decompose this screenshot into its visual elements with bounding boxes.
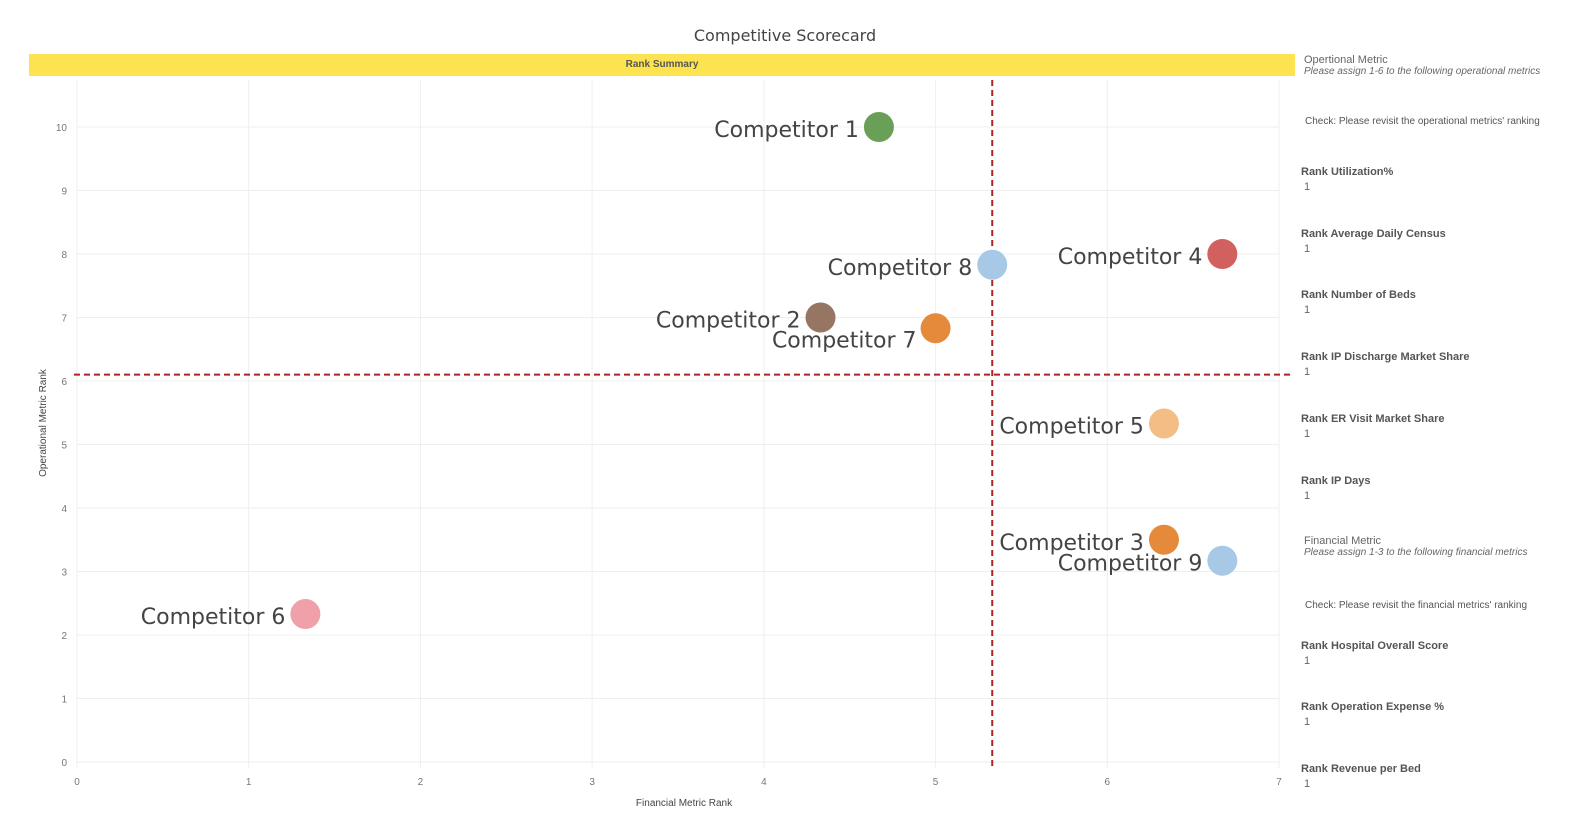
metric-value[interactable]: 1 — [1304, 778, 1311, 790]
point-label: Competitor 9 — [1058, 552, 1203, 577]
scatter-point — [1148, 524, 1179, 555]
chart-title: Competitive Scorecard — [693, 26, 877, 45]
metric-rank-ip-days[interactable]: Rank IP Days 1 — [1301, 474, 1567, 504]
metric-label: Rank IP Days — [1301, 475, 1371, 487]
y-tick-label: 8 — [61, 250, 67, 261]
metric-value[interactable]: 1 — [1304, 304, 1311, 316]
metric-rank-er-visit-market-share[interactable]: Rank ER Visit Market Share 1 — [1301, 412, 1567, 442]
financial-metric-instructions: Please assign 1-3 to the following finan… — [1304, 547, 1528, 558]
y-tick-label: 7 — [61, 314, 67, 325]
scatter-point — [920, 313, 951, 344]
metric-label: Rank Revenue per Bed — [1301, 763, 1421, 775]
point-label: Competitor 6 — [141, 605, 286, 630]
x-tick-label: 5 — [933, 777, 939, 788]
operational-metric-heading: Opertional Metric — [1304, 54, 1388, 66]
metric-label: Rank Hospital Overall Score — [1301, 640, 1449, 652]
metric-label: Rank Utilization% — [1301, 166, 1394, 178]
point-label: Competitor 4 — [1058, 245, 1203, 270]
x-axis-label: Financial Metric Rank — [636, 798, 733, 809]
point-label: Competitor 2 — [656, 309, 801, 334]
rank-summary-banner: Rank Summary — [29, 54, 1295, 76]
x-tick-label: 6 — [1105, 777, 1111, 788]
y-tick-label: 5 — [61, 441, 67, 452]
metric-rank-utilization[interactable]: Rank Utilization% 1 — [1301, 165, 1567, 195]
y-tick-label: 1 — [61, 695, 67, 706]
point-label: Competitor 1 — [714, 118, 859, 143]
metric-rank-operation-expense[interactable]: Rank Operation Expense % 1 — [1301, 700, 1567, 730]
x-tick-label: 3 — [589, 777, 595, 788]
operational-check-message: Check: Please revisit the operational me… — [1305, 116, 1540, 127]
x-tick-label: 7 — [1276, 777, 1282, 788]
metric-value[interactable]: 1 — [1304, 366, 1311, 378]
y-tick-label: 2 — [61, 631, 67, 642]
metric-value[interactable]: 1 — [1304, 243, 1311, 255]
grid-lines — [76, 80, 1280, 768]
operational-metric-note: Opertional Metric Please assign 1-6 to t… — [1304, 54, 1566, 78]
metric-label: Rank Average Daily Census — [1301, 228, 1446, 240]
y-tick-label: 3 — [61, 568, 67, 579]
metric-label: Rank ER Visit Market Share — [1301, 413, 1445, 425]
metric-value[interactable]: 1 — [1304, 428, 1311, 440]
y-axis-label: Operational Metric Rank — [38, 368, 49, 477]
x-tick-label: 2 — [418, 777, 424, 788]
scatter-point — [1148, 408, 1179, 439]
y-tick-label: 10 — [56, 123, 68, 134]
scatter-point — [863, 112, 894, 142]
point-label: Competitor 8 — [828, 256, 973, 281]
data-points: Competitor 1 Competitor 8 Competitor 4 Comp… — [141, 112, 1238, 630]
metric-label: Rank IP Discharge Market Share — [1301, 351, 1470, 363]
metric-rank-revenue-per-bed[interactable]: Rank Revenue per Bed 1 — [1301, 762, 1567, 792]
operational-metric-instructions: Please assign 1-6 to the following opera… — [1304, 66, 1541, 77]
metric-rank-hospital-overall-score[interactable]: Rank Hospital Overall Score 1 — [1301, 639, 1567, 669]
metric-rank-average-daily-census[interactable]: Rank Average Daily Census 1 — [1301, 227, 1567, 257]
financial-check-message: Check: Please revisit the financial metr… — [1305, 600, 1528, 611]
metric-rank-ip-discharge-market-share[interactable]: Rank IP Discharge Market Share 1 — [1301, 350, 1567, 380]
metric-value[interactable]: 1 — [1304, 716, 1311, 728]
metric-value[interactable]: 1 — [1304, 490, 1311, 502]
metric-label: Rank Operation Expense % — [1301, 701, 1445, 713]
y-tick-label: 6 — [61, 377, 67, 388]
metric-value[interactable]: 1 — [1304, 181, 1311, 193]
scatter-point — [290, 599, 321, 630]
metric-rank-number-of-beds[interactable]: Rank Number of Beds 1 — [1301, 288, 1567, 318]
scatter-point — [1207, 545, 1238, 576]
y-tick-label: 4 — [61, 504, 67, 515]
point-label: Competitor 7 — [772, 328, 917, 353]
scatter-point — [805, 302, 836, 333]
point-label: Competitor 3 — [999, 531, 1144, 556]
x-tick-label: 0 — [74, 777, 80, 788]
y-tick-label: 0 — [61, 758, 67, 769]
metric-rank-panel: Opertional Metric Please assign 1-6 to t… — [1296, 54, 1572, 840]
point-label: Competitor 5 — [999, 415, 1144, 440]
scatter-point — [977, 249, 1008, 280]
financial-metric-note: Financial Metric Please assign 1-3 to th… — [1304, 535, 1566, 559]
x-tick-label: 1 — [246, 777, 252, 788]
financial-metric-heading: Financial Metric — [1304, 535, 1382, 547]
reference-lines — [74, 80, 1292, 768]
y-tick-label: 9 — [61, 187, 67, 198]
metric-label: Rank Number of Beds — [1301, 289, 1416, 301]
metric-value[interactable]: 1 — [1304, 655, 1311, 667]
axis-ticks: 0 1 2 3 4 5 6 7 0 1 2 3 4 5 6 7 8 9 10 — [56, 123, 1282, 788]
scatter-point — [1207, 239, 1238, 269]
x-tick-label: 4 — [761, 777, 767, 788]
